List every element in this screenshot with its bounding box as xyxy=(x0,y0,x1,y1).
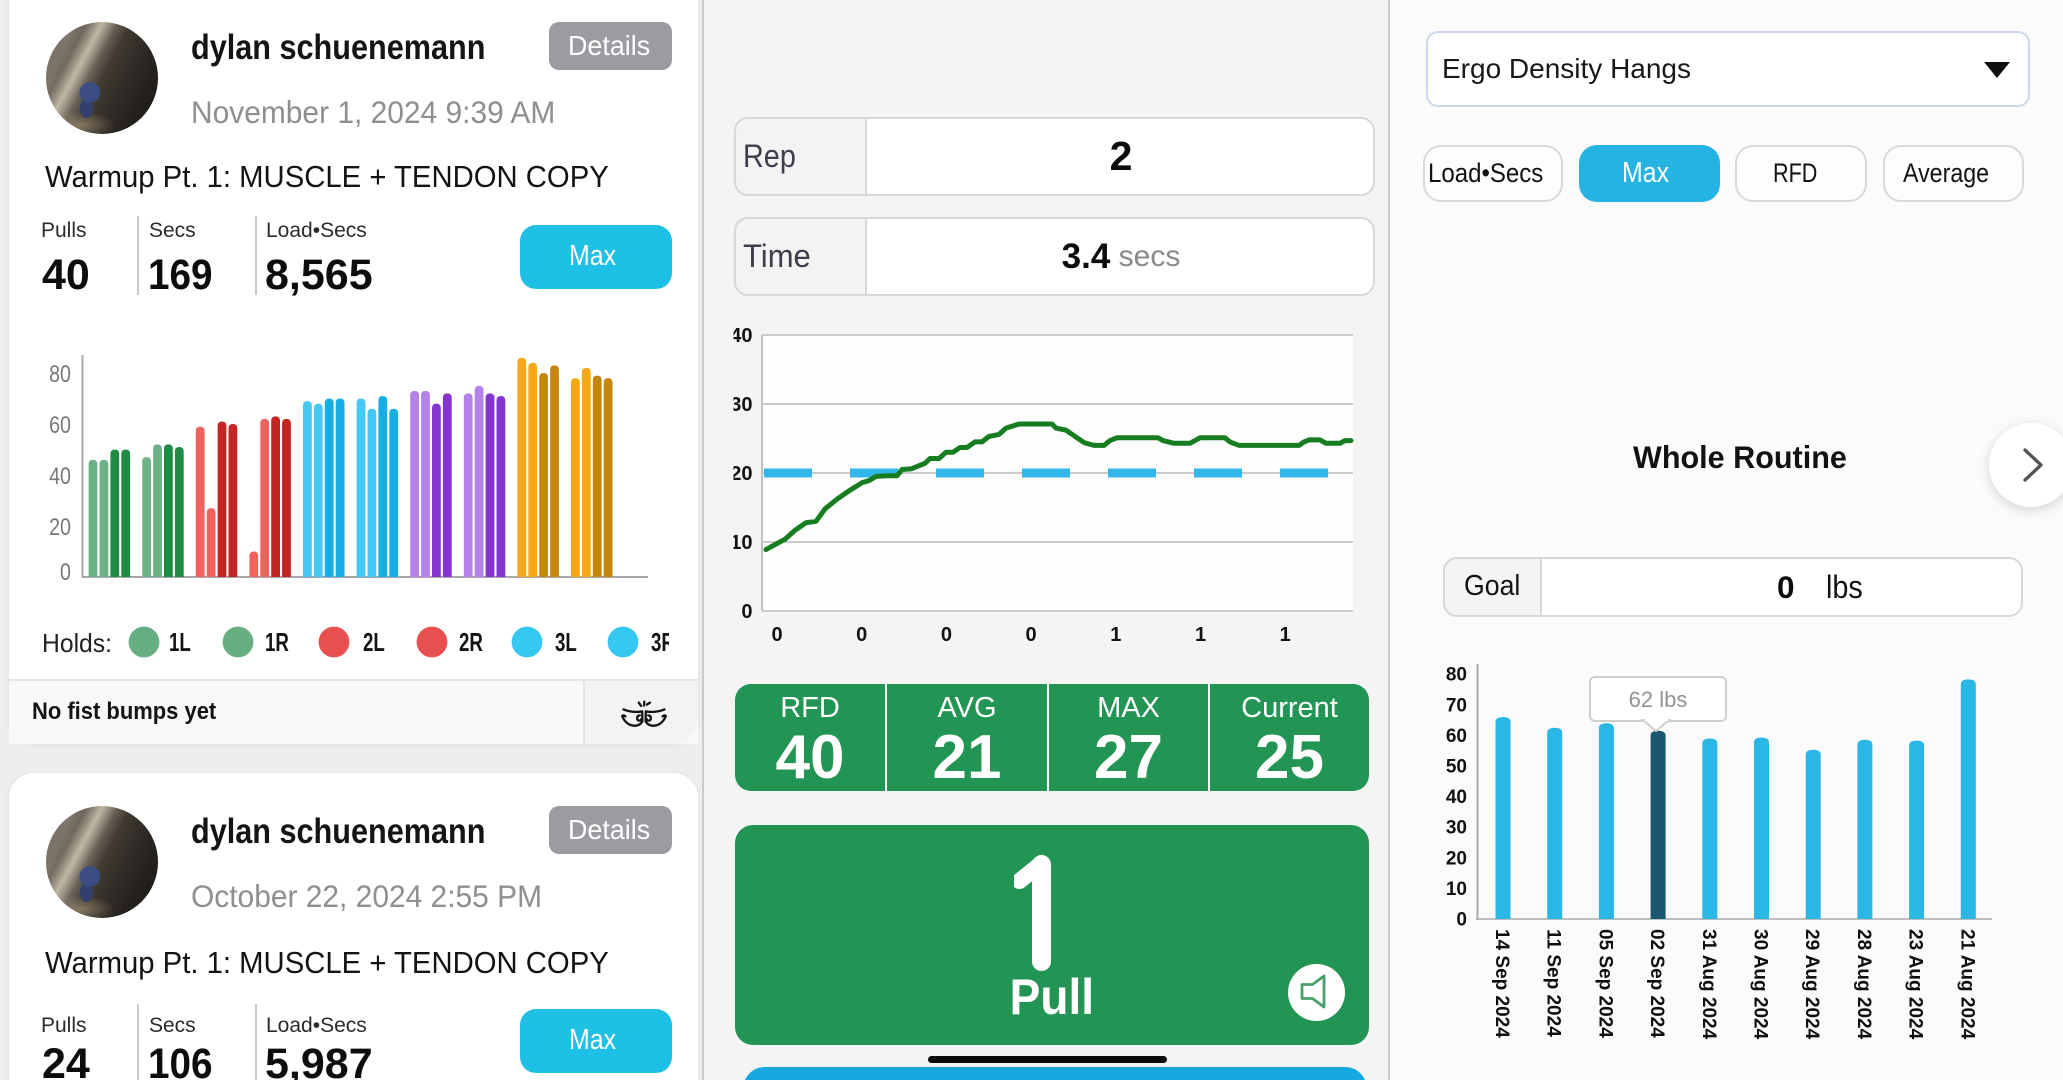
svg-text:1: 1 xyxy=(1110,624,1121,646)
svg-text:40: 40 xyxy=(730,325,752,347)
svg-text:0: 0 xyxy=(856,624,867,646)
svg-text:1: 1 xyxy=(1195,624,1206,646)
svg-text:70: 70 xyxy=(1446,695,1467,716)
svg-text:29 Aug 2024: 29 Aug 2024 xyxy=(1801,929,1822,1040)
svg-text:30: 30 xyxy=(730,394,752,416)
svg-text:80: 80 xyxy=(49,360,71,387)
svg-text:05 Sep 2024: 05 Sep 2024 xyxy=(1594,929,1615,1038)
svg-text:21 Aug 2024: 21 Aug 2024 xyxy=(1956,929,1977,1040)
svg-text:3R: 3R xyxy=(651,627,669,657)
svg-text:0: 0 xyxy=(741,601,752,623)
svg-text:0: 0 xyxy=(1026,624,1037,646)
svg-text:02 Sep 2024: 02 Sep 2024 xyxy=(1646,929,1667,1038)
svg-text:10: 10 xyxy=(730,532,752,554)
svg-text:0: 0 xyxy=(771,624,782,646)
svg-text:30: 30 xyxy=(1446,818,1467,839)
svg-text:80: 80 xyxy=(1446,665,1467,686)
svg-text:40: 40 xyxy=(1446,787,1467,808)
svg-text:0: 0 xyxy=(60,558,71,585)
svg-text:62 lbs: 62 lbs xyxy=(1629,687,1688,712)
svg-text:31 Aug 2024: 31 Aug 2024 xyxy=(1698,929,1719,1040)
svg-text:11 Sep 2024: 11 Sep 2024 xyxy=(1543,929,1564,1037)
svg-text:60: 60 xyxy=(49,411,71,438)
svg-text:10: 10 xyxy=(1446,879,1467,900)
svg-text:40: 40 xyxy=(49,462,71,489)
svg-text:1R: 1R xyxy=(265,627,289,657)
svg-text:20: 20 xyxy=(49,513,71,540)
svg-text:60: 60 xyxy=(1446,726,1467,747)
svg-text:20: 20 xyxy=(730,463,752,485)
svg-text:1: 1 xyxy=(1280,624,1291,646)
svg-text:3L: 3L xyxy=(555,627,577,657)
svg-text:50: 50 xyxy=(1446,757,1467,778)
svg-text:0: 0 xyxy=(1456,910,1467,931)
svg-text:1L: 1L xyxy=(169,627,191,657)
svg-text:23 Aug 2024: 23 Aug 2024 xyxy=(1905,929,1926,1040)
svg-text:28 Aug 2024: 28 Aug 2024 xyxy=(1853,929,1874,1040)
svg-text:30 Aug 2024: 30 Aug 2024 xyxy=(1750,929,1771,1040)
svg-text:2L: 2L xyxy=(363,627,385,657)
svg-text:0: 0 xyxy=(941,624,952,646)
svg-text:14 Sep 2024: 14 Sep 2024 xyxy=(1491,929,1512,1038)
svg-text:20: 20 xyxy=(1446,848,1467,869)
svg-text:2R: 2R xyxy=(459,627,483,657)
